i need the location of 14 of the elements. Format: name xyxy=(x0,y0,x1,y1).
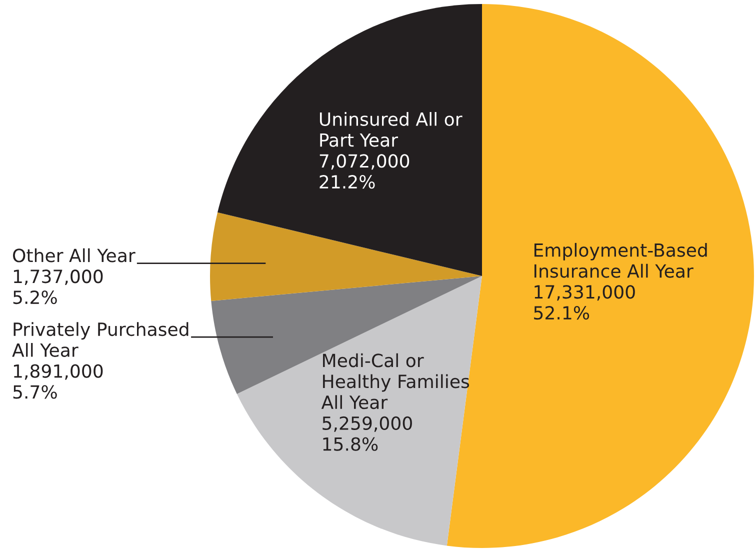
slice-label: Employment-Based Insurance All Year xyxy=(534,242,707,278)
slice-label: Privately Purchased All Year xyxy=(12,322,188,357)
data-label: 17,331,000 52.1% xyxy=(534,285,635,320)
pie-slice xyxy=(210,212,482,301)
data-label: 7,072,000 21.2% xyxy=(320,154,410,189)
slice-label: Other All Year xyxy=(13,248,136,262)
pie-slice xyxy=(218,4,482,276)
pie-slice xyxy=(211,276,482,394)
data-label: 1,737,000 5.2% xyxy=(13,270,103,304)
slice-label: Uninsured All or Part Year xyxy=(320,112,462,147)
data-label: 5,259,000 15.8% xyxy=(322,416,412,451)
pie-slice xyxy=(236,276,482,546)
slice-label: Medi-Cal or Healthy Families All Year xyxy=(321,353,470,410)
data-label: 1,891,000 5.7% xyxy=(13,364,103,399)
